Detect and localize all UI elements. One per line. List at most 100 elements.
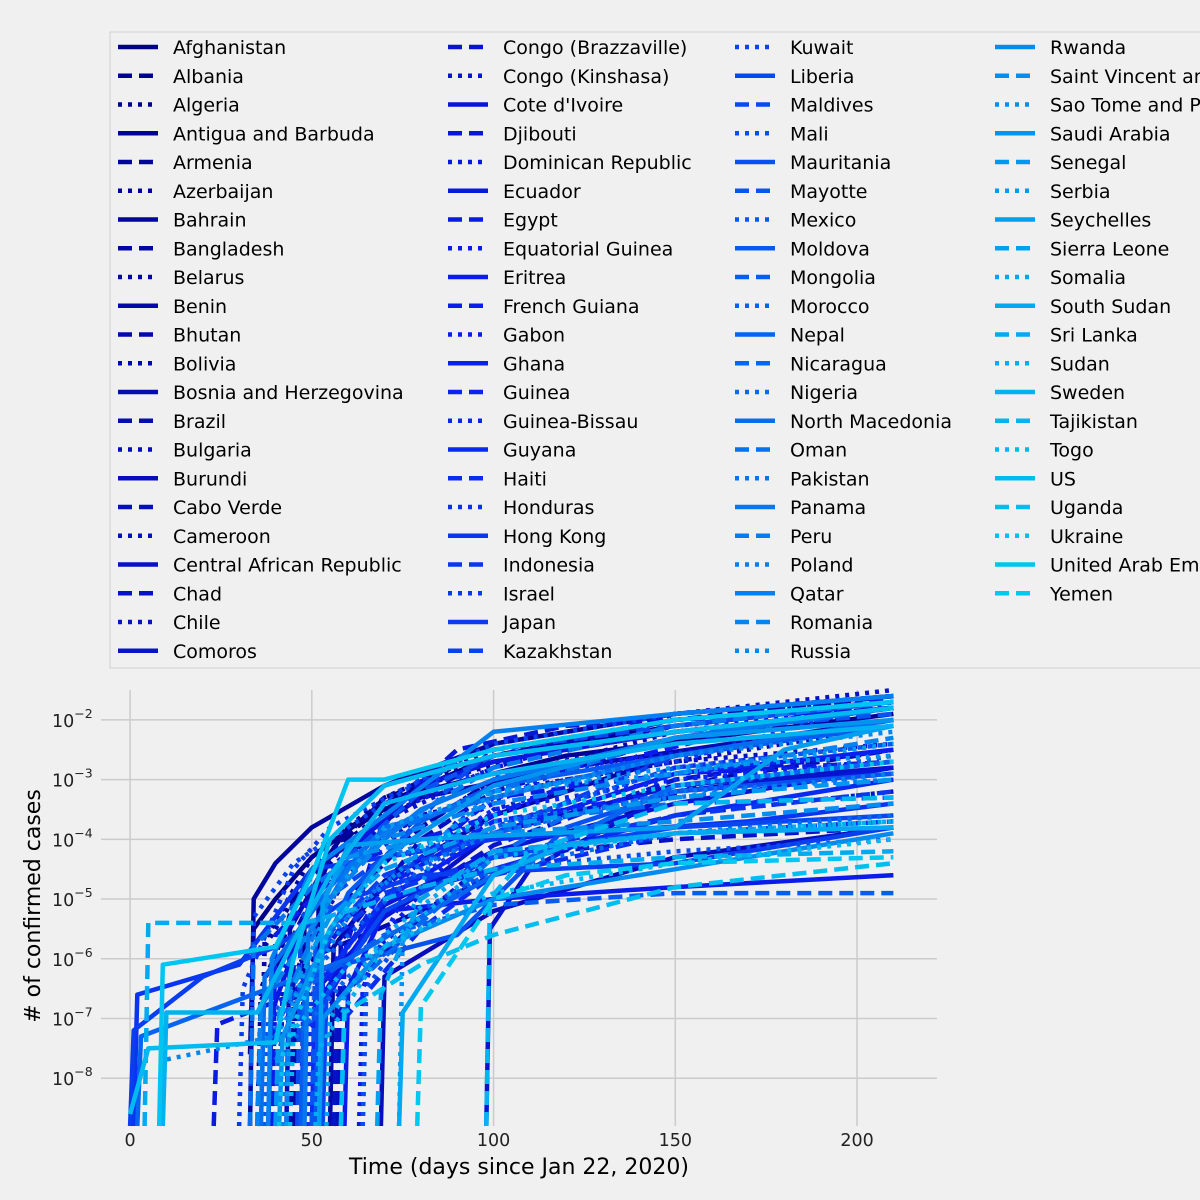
legend-label: Gabon: [503, 325, 565, 347]
legend-label: South Sudan: [1050, 296, 1171, 318]
series-line-algeria: [255, 705, 894, 1127]
legend-entry: Ukraine: [995, 526, 1123, 548]
legend-entry: Mexico: [735, 210, 856, 232]
y-tick-label: 10−3: [52, 766, 93, 792]
legend-entry: Brazil: [118, 411, 226, 433]
series-line-serbia: [284, 741, 894, 1127]
series-line-mongolia: [298, 890, 894, 1127]
legend-entry: Nepal: [735, 325, 845, 347]
series-line-sweden: [160, 723, 894, 1127]
y-tick-label: 10−8: [52, 1064, 93, 1090]
legend-label: Brazil: [173, 411, 226, 433]
legend-entry: Algeria: [118, 95, 240, 117]
legend-entry: United Arab Emirates: [995, 555, 1200, 577]
series-line-belarus: [258, 699, 894, 1127]
legend-label: Mongolia: [790, 267, 876, 289]
legend-entry: Kuwait: [735, 37, 853, 59]
legend-entry: Uganda: [995, 497, 1123, 519]
legend-label: Romania: [790, 612, 873, 634]
legend-entry: Panama: [735, 497, 866, 519]
legend-entry: Yemen: [995, 583, 1113, 605]
legend-entry: Guinea-Bissau: [448, 411, 638, 433]
legend-entry: Saint Vincent and the Grenadines: [995, 66, 1200, 88]
legend-label: Rwanda: [1050, 37, 1126, 59]
legend-entry: Bhutan: [118, 325, 241, 347]
legend-label: Djibouti: [503, 123, 577, 145]
legend-entry: Hong Kong: [448, 526, 606, 548]
legend-entry: Liberia: [735, 66, 854, 88]
legend-entry: Bangladesh: [118, 238, 284, 260]
legend-label: Sierra Leone: [1050, 238, 1169, 260]
legend-label: Kuwait: [790, 37, 853, 59]
series-line-seychelles: [316, 723, 894, 1127]
legend-label: Bulgaria: [173, 440, 252, 462]
x-axis-label: Time (days since Jan 22, 2020): [348, 1155, 689, 1180]
series-line-sri-lanka: [142, 849, 894, 1127]
legend-entry: Morocco: [735, 296, 870, 318]
legend-label: Mali: [790, 123, 829, 145]
legend-entry: Nicaragua: [735, 353, 887, 375]
legend-label: Sao Tome and Principe: [1050, 95, 1200, 117]
series-line-senegal: [273, 777, 894, 1127]
legend-label: Afghanistan: [173, 37, 286, 59]
x-tick-label: 150: [659, 1131, 692, 1151]
legend-frame: [109, 31, 1200, 669]
legend-entry: Armenia: [118, 152, 253, 174]
legend-entry: Dominican Republic: [448, 152, 692, 174]
legend-label: Armenia: [173, 152, 253, 174]
legend-entry: Cabo Verde: [118, 497, 282, 519]
legend-entry: Israel: [448, 583, 555, 605]
legend-entry: Somalia: [995, 267, 1126, 289]
legend-entry: Oman: [735, 440, 847, 462]
series-line-nigeria: [258, 813, 894, 1127]
legend-label: Israel: [503, 583, 555, 605]
series-line-mexico: [262, 741, 894, 1127]
legend-label: Congo (Brazzaville): [503, 37, 687, 59]
x-axis-ticks: 0 50 100 150 200: [125, 1131, 874, 1151]
x-tick-label: 0: [125, 1131, 136, 1151]
legend-entry: Honduras: [448, 497, 594, 519]
legend-label: Bosnia and Herzegovina: [173, 382, 404, 404]
legend-label: Guinea-Bissau: [503, 411, 638, 433]
legend-label: Central African Republic: [173, 555, 402, 577]
legend-label: Moldova: [790, 238, 870, 260]
legend-entry: Congo (Brazzaville): [448, 37, 687, 59]
series-line-saudi-arabia: [276, 717, 894, 1127]
legend-entry: Togo: [995, 440, 1094, 462]
legend-entry: Congo (Kinshasa): [448, 66, 669, 88]
y-axis-label: # of confirmed cases: [21, 789, 46, 1023]
legend-entry: Moldova: [735, 238, 870, 260]
legend-label: Ukraine: [1050, 526, 1123, 548]
legend-entry: Cameroon: [118, 526, 271, 548]
legend-entry: Maldives: [735, 95, 874, 117]
y-tick-label: 10−4: [52, 825, 93, 851]
x-tick-label: 50: [301, 1131, 323, 1151]
y-tick-label: 10−2: [52, 706, 93, 732]
legend-label: Maldives: [790, 95, 874, 117]
legend-entry: Chile: [118, 612, 221, 634]
legend-entry: US: [995, 468, 1076, 490]
legend-label: Bangladesh: [173, 238, 284, 260]
legend-entry: Kazakhstan: [448, 641, 612, 663]
legend-entry: Djibouti: [448, 123, 577, 145]
legend-entry: Bosnia and Herzegovina: [118, 382, 404, 404]
legend-label: Azerbaijan: [173, 181, 273, 203]
legend-label: Nepal: [790, 325, 845, 347]
series-line-togo: [287, 837, 894, 1127]
legend-entry: Bolivia: [118, 353, 236, 375]
legend-entry: Mali: [735, 123, 829, 145]
legend-entry: Egypt: [448, 210, 558, 232]
legend-entry: Senegal: [995, 152, 1126, 174]
legend-label: Burundi: [173, 468, 247, 490]
legend-entry: Sierra Leone: [995, 238, 1169, 260]
legend-entry: Pakistan: [735, 468, 870, 490]
legend-label: Guinea: [503, 382, 570, 404]
legend-entry: Haiti: [448, 468, 547, 490]
legend-label: Cote d'Ivoire: [503, 95, 623, 117]
y-tick-label: 10−7: [52, 1004, 93, 1030]
series-line-bulgaria: [298, 723, 894, 1127]
legend-label: Poland: [790, 555, 853, 577]
legend-entry: Chad: [118, 583, 222, 605]
legend-entry: Mongolia: [735, 267, 876, 289]
legend-label: Dominican Republic: [503, 152, 692, 174]
